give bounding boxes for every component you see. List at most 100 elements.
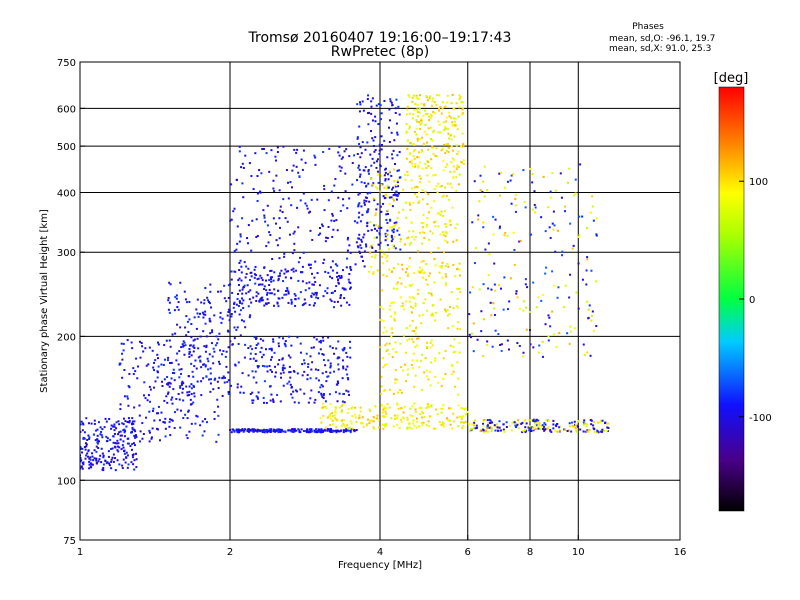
scatter-point bbox=[302, 192, 305, 195]
scatter-point bbox=[442, 194, 445, 197]
scatter-point bbox=[425, 345, 428, 348]
scatter-point bbox=[525, 328, 528, 331]
scatter-point bbox=[162, 364, 165, 367]
scatter-point bbox=[283, 272, 286, 275]
scatter-point bbox=[137, 365, 140, 368]
scatter-point bbox=[419, 94, 422, 97]
scatter-point bbox=[425, 262, 428, 265]
scatter-point bbox=[375, 208, 378, 211]
scatter-point bbox=[196, 337, 199, 340]
scatter-point bbox=[319, 232, 322, 235]
scatter-point bbox=[455, 144, 458, 147]
scatter-point bbox=[253, 276, 256, 279]
scatter-point bbox=[202, 330, 205, 333]
scatter-point bbox=[188, 393, 191, 396]
scatter-point bbox=[312, 293, 315, 296]
scatter-point bbox=[206, 296, 209, 299]
scatter-point bbox=[349, 267, 352, 270]
scatter-point bbox=[290, 204, 293, 207]
scatter-point bbox=[236, 225, 239, 228]
scatter-point bbox=[204, 313, 207, 316]
scatter-point bbox=[424, 357, 427, 360]
scatter-point bbox=[317, 352, 320, 355]
scatter-point bbox=[428, 425, 431, 428]
scatter-point bbox=[123, 431, 126, 434]
scatter-point bbox=[296, 148, 299, 151]
scatter-point bbox=[88, 437, 91, 440]
scatter-point bbox=[394, 107, 397, 110]
scatter-point bbox=[531, 427, 534, 430]
scatter-point bbox=[309, 267, 312, 270]
scatter-point bbox=[308, 211, 311, 214]
scatter-point bbox=[368, 408, 371, 411]
scatter-point bbox=[270, 278, 273, 281]
scatter-point bbox=[455, 305, 458, 308]
scatter-point bbox=[437, 131, 440, 134]
scatter-point bbox=[553, 333, 556, 336]
scatter-point bbox=[268, 428, 271, 431]
scatter-point bbox=[232, 306, 235, 309]
scatter-point bbox=[344, 425, 347, 428]
scatter-point bbox=[221, 353, 224, 356]
scatter-point bbox=[462, 415, 465, 418]
scatter-point bbox=[383, 174, 386, 177]
scatter-point bbox=[310, 428, 313, 431]
scatter-point bbox=[243, 356, 246, 359]
scatter-point bbox=[274, 222, 277, 225]
scatter-point bbox=[299, 291, 302, 294]
scatter-point bbox=[521, 431, 524, 434]
scatter-point bbox=[90, 463, 93, 466]
scatter-point bbox=[273, 304, 276, 307]
scatter-point bbox=[421, 188, 424, 191]
scatter-point bbox=[253, 273, 256, 276]
scatter-point bbox=[265, 152, 268, 155]
scatter-point bbox=[380, 148, 383, 151]
scatter-point bbox=[442, 357, 445, 360]
scatter-point bbox=[126, 454, 129, 457]
scatter-point bbox=[321, 336, 324, 339]
scatter-point bbox=[88, 467, 91, 470]
scatter-point bbox=[158, 419, 161, 422]
scatter-point bbox=[358, 168, 361, 171]
scatter-point bbox=[292, 267, 295, 270]
scatter-point bbox=[486, 427, 489, 430]
scatter-point bbox=[331, 423, 334, 426]
scatter-point bbox=[410, 162, 413, 165]
scatter-point bbox=[160, 411, 163, 414]
scatter-point bbox=[391, 229, 394, 232]
scatter-point bbox=[496, 429, 499, 432]
scatter-point bbox=[482, 422, 485, 425]
scatter-point bbox=[317, 297, 320, 300]
scatter-point bbox=[239, 334, 242, 337]
scatter-point bbox=[421, 424, 424, 427]
scatter-point bbox=[390, 236, 393, 239]
scatter-point bbox=[378, 143, 381, 146]
scatter-point bbox=[441, 424, 444, 427]
scatter-point bbox=[418, 425, 421, 428]
scatter-point bbox=[378, 152, 381, 155]
scatter-point bbox=[430, 158, 433, 161]
scatter-point bbox=[493, 313, 496, 316]
scatter-point bbox=[328, 393, 331, 396]
scatter-point bbox=[294, 389, 297, 392]
scatter-point bbox=[302, 429, 305, 432]
scatter-point bbox=[236, 297, 239, 300]
scatter-point bbox=[370, 164, 373, 167]
scatter-point bbox=[416, 195, 419, 198]
scatter-point bbox=[380, 404, 383, 407]
scatter-point bbox=[494, 218, 497, 221]
scatter-point bbox=[121, 444, 124, 447]
scatter-point bbox=[421, 136, 424, 139]
scatter-point bbox=[347, 429, 350, 432]
scatter-point bbox=[109, 448, 112, 451]
scatter-point bbox=[423, 371, 426, 374]
scatter-point bbox=[270, 292, 273, 295]
scatter-point bbox=[428, 97, 431, 100]
scatter-point bbox=[276, 302, 279, 305]
scatter-point bbox=[122, 440, 125, 443]
scatter-point bbox=[522, 430, 525, 433]
scatter-point bbox=[463, 408, 466, 411]
scatter-point bbox=[395, 98, 398, 101]
scatter-point bbox=[413, 297, 416, 300]
